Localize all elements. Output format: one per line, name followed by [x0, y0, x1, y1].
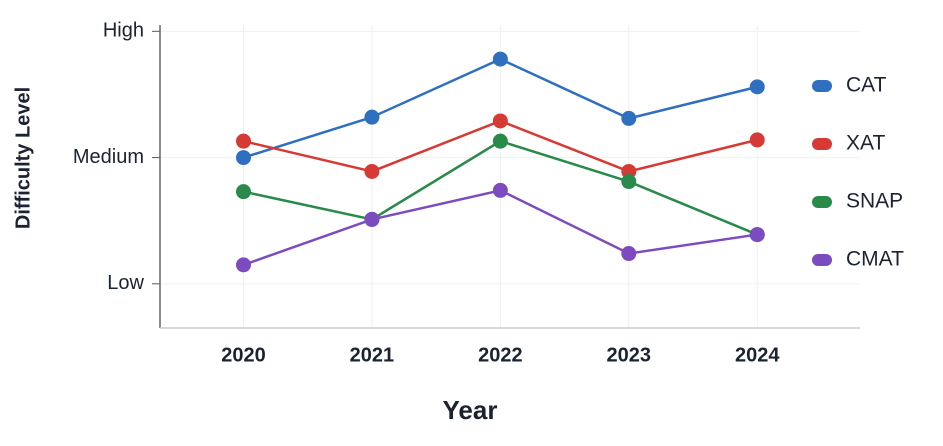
legend-swatch: [812, 196, 832, 208]
data-point: [235, 150, 251, 166]
y-tick-label: High: [103, 20, 144, 42]
data-point: [621, 174, 637, 190]
data-point: [364, 109, 380, 125]
data-point: [364, 163, 380, 179]
data-point: [492, 51, 508, 67]
data-point: [492, 113, 508, 129]
legend-label: SNAP: [846, 190, 903, 213]
data-point: [749, 227, 765, 243]
legend-label: XAT: [846, 132, 885, 155]
legend-label: CMAT: [846, 248, 904, 271]
x-tick-label: 2024: [735, 344, 780, 366]
legend-swatch: [812, 254, 832, 266]
x-tick-label: 2023: [607, 344, 652, 366]
y-axis-title: Difficulty Level: [12, 87, 34, 229]
legend-label: CAT: [846, 74, 887, 97]
data-point: [235, 257, 251, 273]
data-point: [749, 79, 765, 95]
x-tick-label: 2021: [350, 344, 395, 366]
x-tick-label: 2022: [478, 344, 523, 366]
data-point: [235, 133, 251, 149]
data-point: [492, 133, 508, 149]
data-point: [621, 246, 637, 262]
legend-swatch: [812, 80, 832, 92]
x-tick-label: 2020: [221, 344, 266, 366]
data-point: [364, 211, 380, 227]
data-point: [621, 110, 637, 126]
data-point: [492, 182, 508, 198]
legend-swatch: [812, 138, 832, 150]
x-axis-title: Year: [443, 395, 498, 425]
data-point: [235, 184, 251, 200]
y-tick-label: Medium: [73, 146, 144, 168]
y-tick-label: Low: [107, 272, 144, 294]
data-point: [749, 132, 765, 148]
